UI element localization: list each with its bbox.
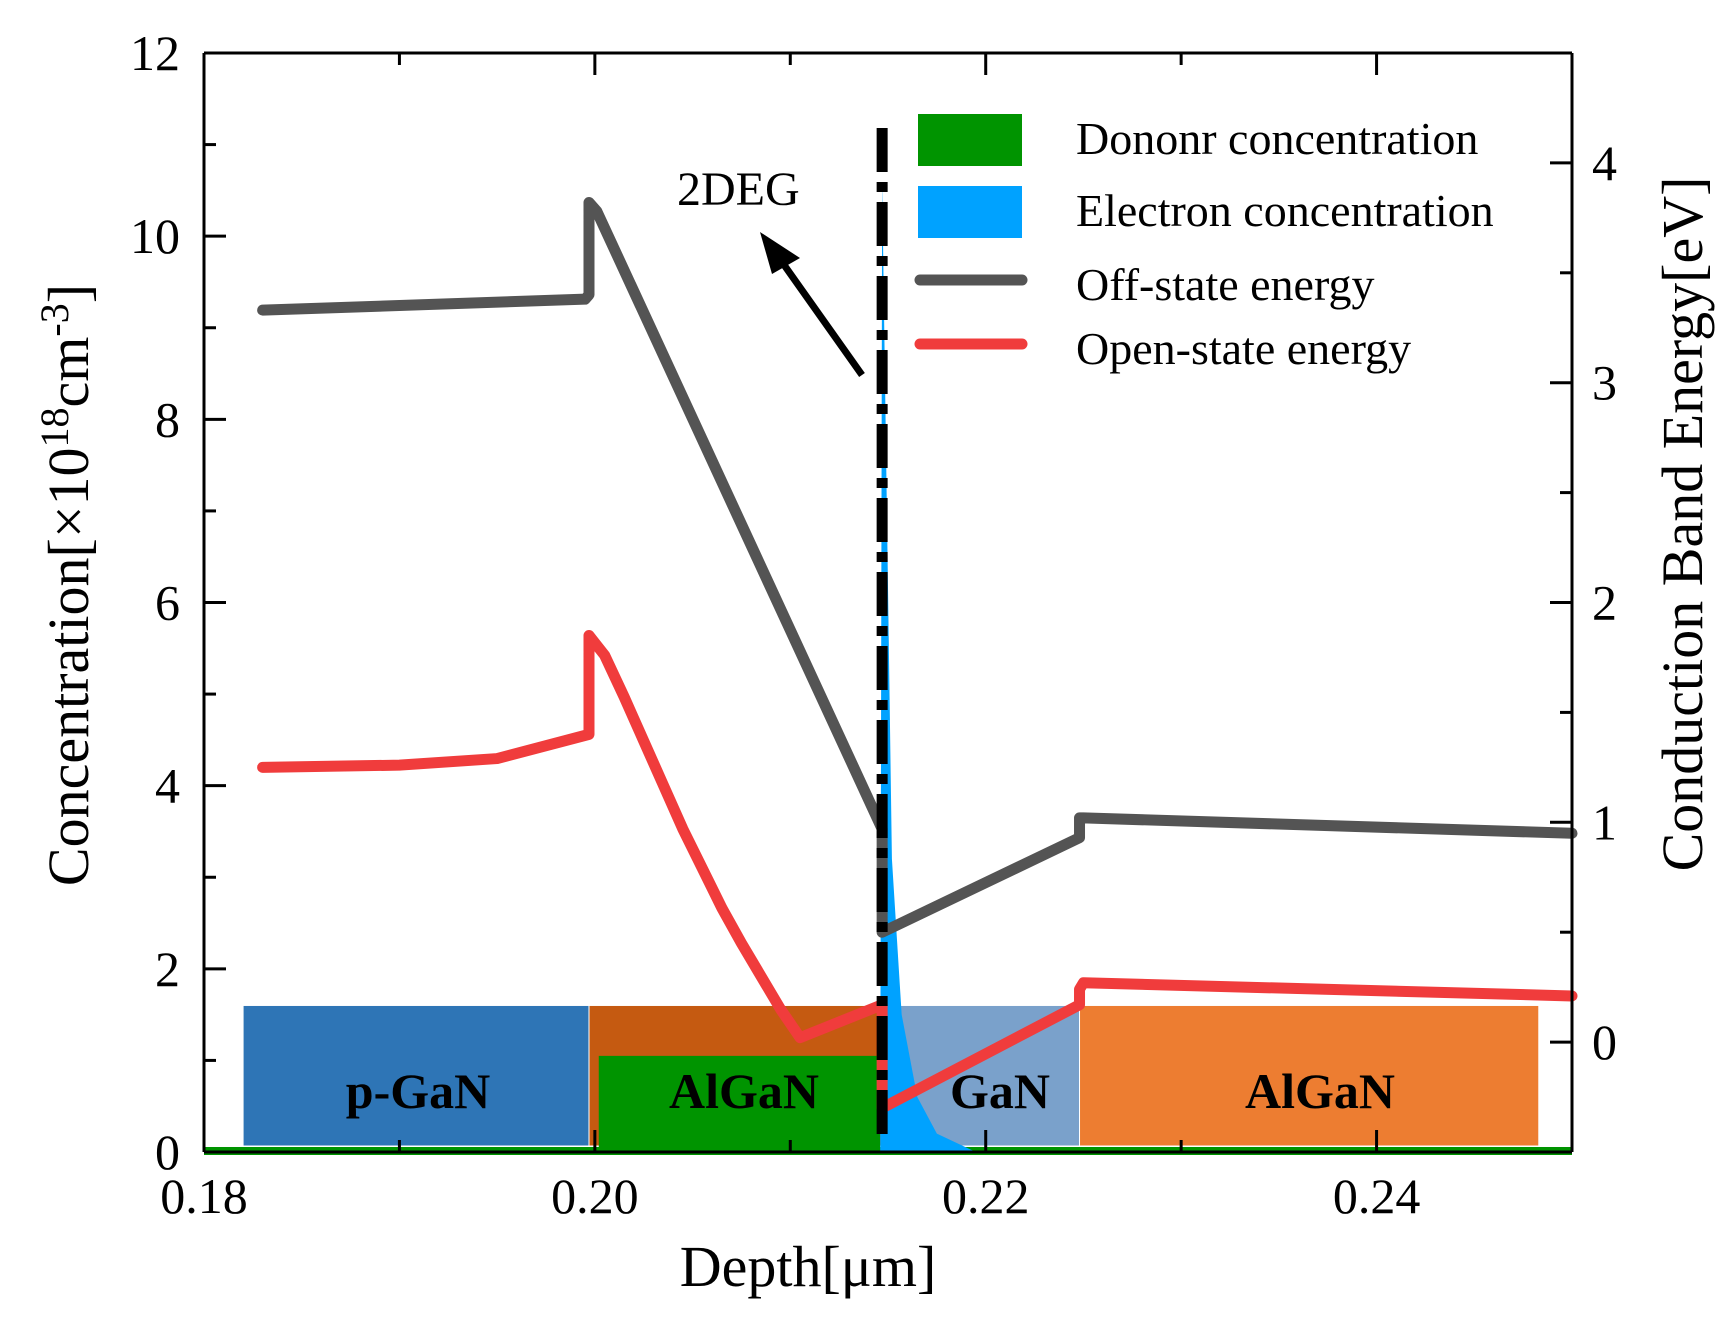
layer-block-1 [242, 1004, 590, 1147]
annotation-2deg-label: 2DEG [677, 163, 800, 216]
x-tick-label: 0.24 [1333, 1168, 1421, 1224]
off-state-energy-line [257, 196, 1578, 938]
legend-label-3: Off-state energy [1076, 259, 1374, 310]
legend: Dononr concentration Electron concentrati… [914, 113, 1494, 374]
open-state-energy-line [257, 629, 1578, 1114]
electron-concentration-area [880, 181, 976, 1152]
layer-block-4 [1079, 1004, 1540, 1147]
legend-swatch-1 [918, 114, 1022, 166]
y-left-title-sup2: -3 [32, 303, 77, 336]
y-left-tick-label: 0 [155, 1124, 180, 1180]
legend-swatch-2 [918, 186, 1022, 238]
legend-label-1: Dononr concentration [1076, 113, 1478, 164]
y-right-tick-label: 0 [1592, 1014, 1617, 1070]
y-left-tick-label: 6 [155, 575, 180, 631]
y-left-title-sup1: 18 [32, 407, 77, 447]
y-axis-left-title: Concentration[×1018cm-3] [32, 284, 101, 886]
layer-label-4: AlGaN [1245, 1063, 1395, 1119]
y-left-title-main: Concentration[×10 [36, 447, 101, 886]
annotations: 2DEG [677, 163, 865, 378]
y-left-title-mid: cm [36, 337, 101, 408]
layer-label-1: p-GaN [346, 1063, 490, 1119]
y-right-tick-label: 2 [1592, 575, 1617, 631]
y-right-tick-label: 3 [1592, 355, 1617, 411]
x-tick-label: 0.20 [551, 1168, 639, 1224]
y-right-tick-label: 4 [1592, 135, 1617, 191]
legend-label-4: Open-state energy [1076, 323, 1411, 374]
y-left-tick-label: 2 [155, 941, 180, 997]
layer-label-3: GaN [950, 1063, 1050, 1119]
x-tick-label: 0.18 [160, 1168, 248, 1224]
layer-label-2: AlGaN [669, 1063, 819, 1119]
x-axis-title: Depth[μm] [680, 1234, 937, 1299]
energy-lines [257, 128, 1578, 1140]
y-axis-right-title: Conduction Band Energy[eV] [1650, 177, 1715, 872]
annotation-arrow-shaft [779, 259, 865, 378]
y-left-tick-label: 4 [155, 758, 180, 814]
legend-label-2: Electron concentration [1076, 185, 1494, 236]
y-right-tick-label: 1 [1592, 794, 1617, 850]
y-left-tick-label: 12 [130, 25, 180, 81]
y-left-title-end: ] [36, 284, 101, 303]
x-tick-label: 0.22 [942, 1168, 1030, 1224]
y-left-tick-label: 10 [130, 208, 180, 264]
annotation-arrow-head [760, 232, 800, 274]
y-left-tick-label: 8 [155, 391, 180, 447]
